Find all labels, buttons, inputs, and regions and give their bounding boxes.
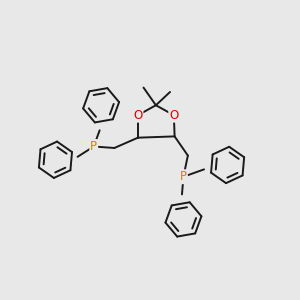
Text: P: P — [90, 140, 97, 153]
Text: O: O — [169, 109, 178, 122]
Text: O: O — [133, 109, 142, 122]
Text: P: P — [180, 170, 187, 183]
